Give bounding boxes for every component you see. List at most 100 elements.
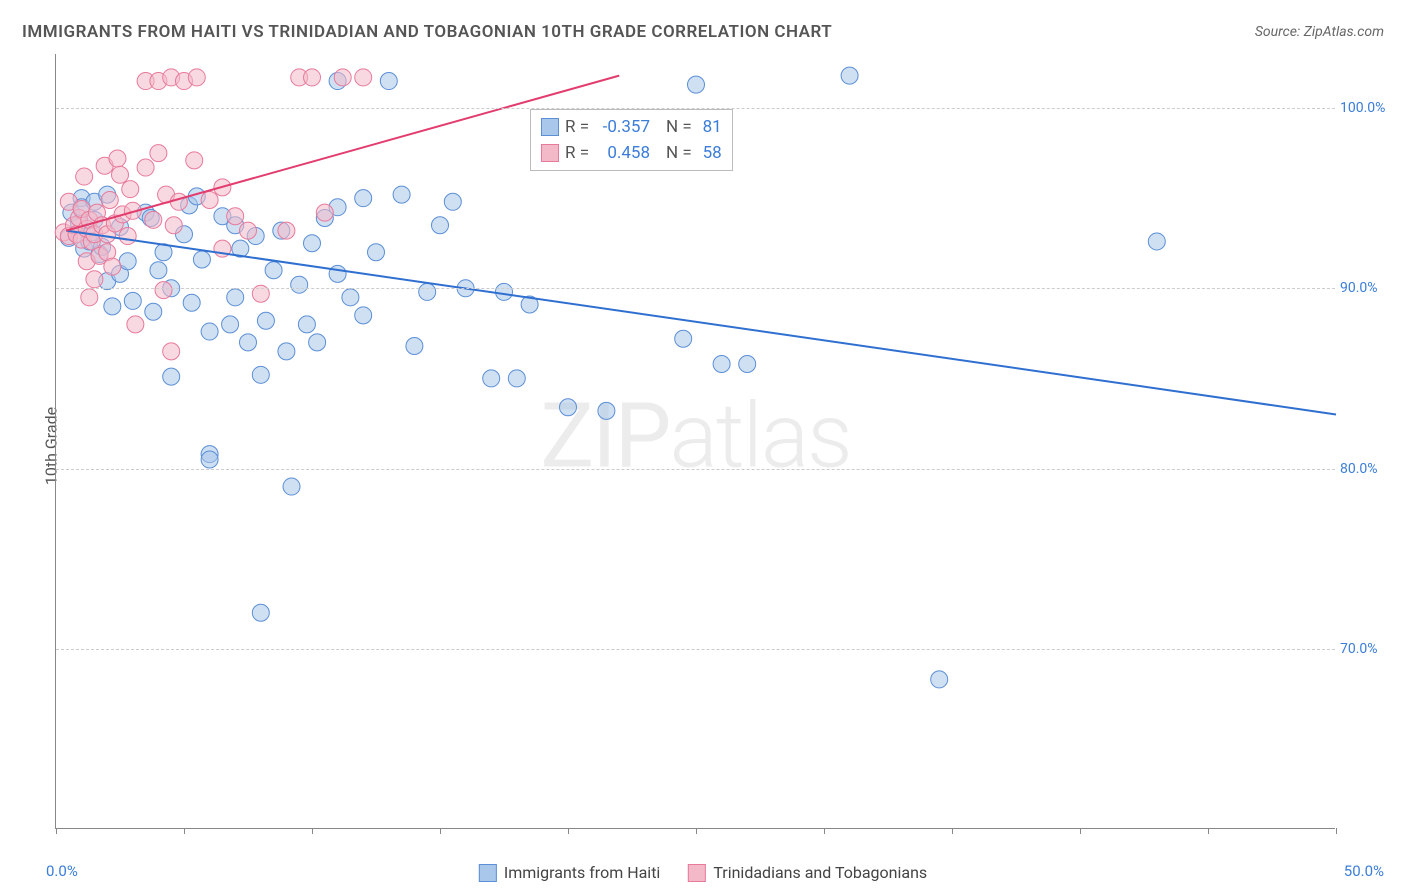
data-point [298,316,315,333]
x-tick-label-50: 50.0% [1344,862,1384,880]
data-point [163,368,180,385]
data-point [483,370,500,387]
data-point [240,222,257,239]
x-tick-label-0: 0.0% [46,862,78,880]
swatch-haiti [541,118,559,136]
data-point [739,356,756,373]
data-point [122,181,139,198]
x-tick [568,828,569,834]
data-point [252,604,269,621]
data-point [145,211,162,228]
data-point [841,67,858,84]
data-point [393,186,410,203]
x-tick [1208,828,1209,834]
data-point [145,303,162,320]
y-tick-label: 100.0% [1340,100,1395,116]
data-point [265,262,282,279]
x-tick [696,828,697,834]
data-point [193,251,210,268]
data-point [406,337,423,354]
legend-bottom: Immigrants from Haiti Trinidadians and T… [479,863,927,882]
data-point [81,289,98,306]
data-point [201,323,218,340]
data-point [222,316,239,333]
data-point [188,69,205,86]
data-point [201,191,218,208]
data-point [355,307,372,324]
data-point [104,298,121,315]
data-point [496,283,513,300]
data-point [112,166,129,183]
x-tick [1080,828,1081,834]
data-point [165,217,182,234]
data-point [201,451,218,468]
data-point [444,193,461,210]
data-point [278,343,295,360]
gridline [56,288,1335,289]
data-point [329,265,346,282]
swatch-haiti-icon [479,864,497,882]
legend-correlation: R = -0.357 N = 81 R = 0.458 N = 58 [530,109,733,171]
legend-row-haiti: R = -0.357 N = 81 [541,114,722,140]
plot-area: ZIPatlas R = -0.357 N = 81 R = 0.458 N =… [55,54,1335,829]
data-point [931,671,948,688]
x-tick [312,828,313,834]
data-point [86,271,103,288]
data-point [150,145,167,162]
data-point [560,399,577,416]
x-tick [952,828,953,834]
data-point [170,193,187,210]
data-point [183,294,200,311]
data-point [1148,233,1165,250]
data-point [104,258,121,275]
data-point [342,289,359,306]
x-tick [184,828,185,834]
data-point [419,283,436,300]
gridline [56,108,1335,109]
gridline [56,649,1335,650]
source-label: Source: ZipAtlas.com [1255,24,1384,40]
data-point [137,159,154,176]
data-point [309,334,326,351]
data-point [150,262,167,279]
data-point [508,370,525,387]
data-point [119,228,136,245]
x-tick [440,828,441,834]
chart-title: IMMIGRANTS FROM HAITI VS TRINIDADIAN AND… [22,22,832,42]
y-tick-label: 80.0% [1340,461,1395,477]
data-point [688,76,705,93]
trend-line [66,231,1336,415]
y-tick-label: 90.0% [1340,280,1395,296]
data-point [713,356,730,373]
data-point [109,150,126,167]
data-point [76,168,93,185]
data-point [257,312,274,329]
data-point [355,69,372,86]
legend-item-haiti: Immigrants from Haiti [479,863,660,882]
data-point [675,330,692,347]
data-point [155,282,172,299]
legend-item-trinidad: Trinidadians and Tobagonians [688,863,927,882]
data-point [432,217,449,234]
swatch-trinidad [541,144,559,162]
y-tick-label: 70.0% [1340,641,1395,657]
data-point [278,222,295,239]
x-tick [824,828,825,834]
data-point [355,190,372,207]
data-point [304,69,321,86]
gridline [56,469,1335,470]
data-point [380,73,397,90]
legend-row-trinidad: R = 0.458 N = 58 [541,140,722,166]
data-point [101,191,118,208]
data-point [127,316,144,333]
data-point [316,204,333,221]
data-point [119,253,136,270]
data-point [227,208,244,225]
data-point [186,152,203,169]
swatch-trinidad-icon [688,864,706,882]
x-tick [1336,828,1337,834]
data-point [334,69,351,86]
data-point [283,478,300,495]
data-point [163,343,180,360]
data-point [304,235,321,252]
